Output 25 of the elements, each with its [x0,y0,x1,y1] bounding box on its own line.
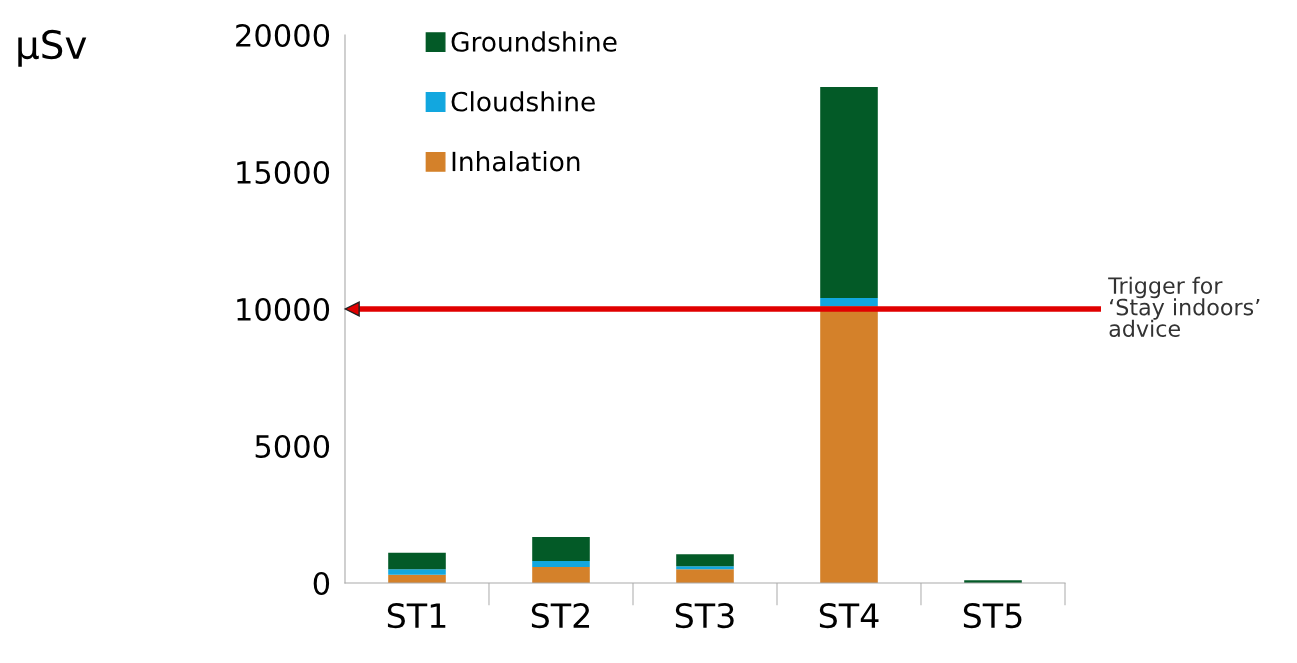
legend-label: Inhalation [452,151,580,172]
bar [676,554,734,567]
x-tick-label: ST3 [675,603,734,629]
legend-label: Groundshine [451,31,617,52]
y-tick-label: 15000 [237,160,330,185]
x-tick-label: ST4 [819,603,879,629]
bar [388,569,446,575]
bar [676,569,734,583]
y-axis-title: μSv [18,29,87,67]
bar [388,552,446,570]
x-tick-label: ST2 [531,603,590,629]
y-tick-label: 10000 [237,297,330,322]
bar [532,561,590,568]
x-tick-label: ST1 [387,603,446,629]
y-tick-label: 0 [313,571,330,596]
legend-label: Cloudshine [451,91,595,112]
bar [820,87,878,299]
x-tick-label: ST5 [963,603,1022,629]
bar [820,298,878,307]
ref-line-label: Trigger for ‘Stay indoors’ advice [1108,276,1260,337]
bar [676,566,734,570]
bar [532,536,590,562]
y-tick-label: 20000 [236,23,330,48]
y-tick-label: 5000 [255,434,330,459]
bar [532,567,590,583]
